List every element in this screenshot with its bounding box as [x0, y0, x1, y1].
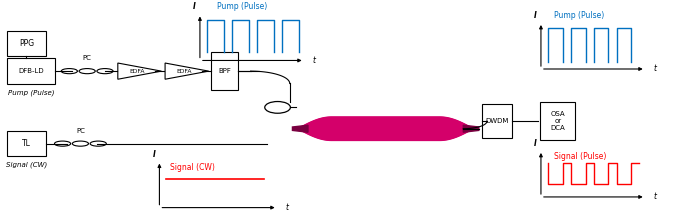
Polygon shape	[298, 117, 473, 140]
Text: Signal (CW): Signal (CW)	[6, 162, 47, 168]
Text: PPG: PPG	[19, 39, 34, 48]
Text: OSA
or
DCA: OSA or DCA	[550, 111, 565, 131]
Text: PC: PC	[82, 55, 91, 61]
Polygon shape	[293, 125, 308, 132]
Text: DFB-LD: DFB-LD	[18, 68, 44, 74]
Text: Signal (Pulse): Signal (Pulse)	[554, 152, 607, 161]
Text: t: t	[654, 64, 656, 73]
Bar	[540, 102, 575, 140]
Text: EDFA: EDFA	[176, 69, 192, 74]
Text: BPF: BPF	[218, 68, 231, 74]
Text: I: I	[534, 139, 537, 148]
Text: I: I	[193, 2, 196, 11]
Polygon shape	[463, 125, 479, 132]
Text: I: I	[153, 150, 155, 159]
Text: t: t	[286, 203, 289, 212]
Text: TL: TL	[22, 139, 31, 148]
Text: Pump (Pulse): Pump (Pulse)	[217, 2, 267, 11]
Text: Pump (Pulse): Pump (Pulse)	[8, 89, 54, 96]
Bar	[7, 31, 46, 56]
Text: DWDM: DWDM	[485, 118, 509, 124]
Text: t: t	[654, 192, 656, 201]
Text: I: I	[534, 11, 537, 20]
Text: t: t	[313, 56, 316, 65]
Text: EDFA: EDFA	[129, 69, 145, 74]
Bar	[7, 58, 55, 84]
Text: PC: PC	[76, 128, 84, 134]
Text: Pump (Pulse): Pump (Pulse)	[554, 11, 605, 20]
Bar	[7, 131, 46, 156]
Bar	[482, 104, 512, 138]
Text: Signal (CW): Signal (CW)	[170, 163, 214, 172]
Bar	[212, 52, 239, 90]
